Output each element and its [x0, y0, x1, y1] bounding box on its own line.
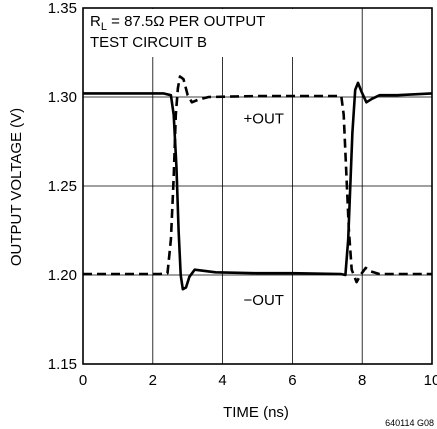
plot-frame	[82, 7, 433, 365]
y-tick-label: 1.25	[48, 178, 77, 195]
x-tick-label: 8	[358, 372, 366, 389]
x-tick-label: 4	[218, 372, 226, 389]
annotation-rest: = 87.5Ω PER OUTPUT	[107, 13, 265, 30]
series-lines	[83, 75, 433, 291]
y-tick-labels: 1.15 1.20 1.25 1.30 1.35	[48, 0, 77, 373]
series-line	[83, 81, 433, 291]
y-tick-label: 1.20	[48, 267, 77, 284]
annotation-line-2: TEST CIRCUIT B	[90, 34, 207, 51]
annotation-subscript: L	[101, 21, 107, 33]
grid	[83, 8, 432, 364]
series-line	[83, 75, 432, 284]
x-tick-label: 2	[149, 372, 157, 389]
y-tick-label: 1.30	[48, 89, 77, 106]
x-tick-labels: 0 2 4 6 8 10	[79, 372, 437, 389]
series-labels: +OUT −OUT	[244, 110, 284, 309]
x-tick-label: 0	[79, 372, 87, 389]
annotation-r: R	[90, 13, 101, 30]
x-tick-label: 6	[288, 372, 296, 389]
figure-code: 640114 G08	[385, 418, 434, 428]
annotation-background	[84, 9, 306, 57]
series-label: −OUT	[244, 292, 284, 309]
series-label: +OUT	[244, 110, 284, 127]
y-tick-label: 1.15	[48, 356, 77, 373]
y-axis-label: OUTPUT VOLTAGE (V)	[8, 108, 25, 266]
annotation-line-1: RL = 87.5Ω PER OUTPUT	[90, 13, 265, 33]
y-tick-label: 1.35	[48, 0, 77, 17]
x-axis-label: TIME (ns)	[223, 404, 289, 421]
x-tick-label: 10	[424, 372, 437, 389]
